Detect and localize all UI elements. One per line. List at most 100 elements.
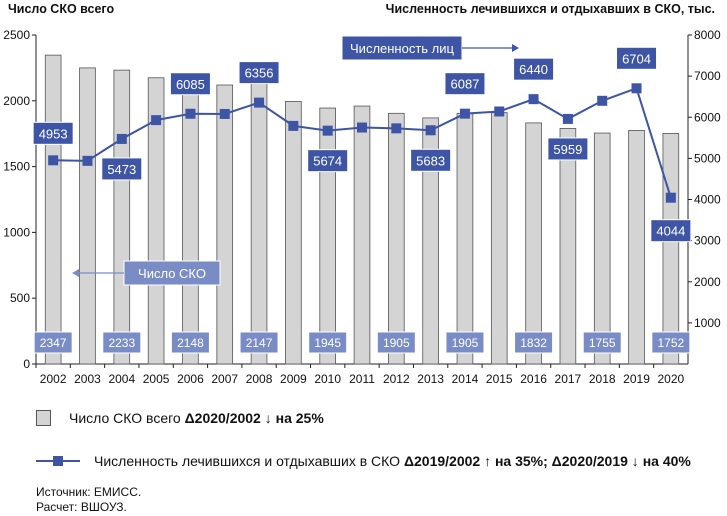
line-value-box xyxy=(650,219,692,243)
x-tick-label: 2018 xyxy=(589,372,616,386)
x-tick-label: 2016 xyxy=(520,372,547,386)
line-value-box xyxy=(547,137,589,161)
x-tick-label: 2010 xyxy=(314,372,341,386)
calc-note: Расчет: ВШОУЗ. xyxy=(36,500,127,514)
bar xyxy=(593,132,611,365)
left-tick-label: 0 xyxy=(23,357,30,371)
bar-value-label: 1752 xyxy=(657,336,684,350)
line-value-label: 5473 xyxy=(107,162,136,177)
bar-annotation-arrowhead xyxy=(72,269,79,277)
legend-line: Численность лечившихся и отдыхавших в СК… xyxy=(36,453,691,469)
bar-value-box xyxy=(651,331,691,354)
x-tick-label: 2007 xyxy=(211,372,238,386)
line-marker xyxy=(254,97,265,108)
legend-line-text: Численность лечившихся и отдыхавших в СК… xyxy=(94,453,401,469)
bar-value-label: 1832 xyxy=(520,336,547,350)
left-tick-label: 1500 xyxy=(3,160,30,174)
line-value-box xyxy=(238,61,280,85)
legend-bars: Число СКО всего Δ2020/2002 ↓ на 25% xyxy=(36,410,324,426)
line-value-box xyxy=(307,149,349,173)
line-marker xyxy=(631,83,642,94)
bar-annotation-label: Число СКО xyxy=(138,266,206,281)
bar-value-label: 1905 xyxy=(383,336,410,350)
line-value-box xyxy=(513,57,555,81)
line-marker xyxy=(322,125,333,136)
x-tick-label: 2008 xyxy=(246,372,273,386)
x-tick-label: 2014 xyxy=(452,372,479,386)
line-marker xyxy=(219,108,230,119)
right-tick-label: 4000 xyxy=(694,193,721,207)
right-tick-label: 8000 xyxy=(694,28,721,42)
bar xyxy=(456,112,474,365)
bar-value-label: 2347 xyxy=(40,336,67,350)
line-value-box xyxy=(410,148,452,172)
bar xyxy=(79,67,96,365)
bar xyxy=(147,77,165,365)
x-tick-label: 2019 xyxy=(623,372,650,386)
bar-annotation-box xyxy=(123,260,221,286)
line-value-label: 6356 xyxy=(245,66,274,81)
line-value-box xyxy=(616,46,658,70)
left-axis-title: Число СКО всего xyxy=(8,2,115,16)
line-value-label: 6440 xyxy=(519,62,548,77)
line-value-box xyxy=(169,72,211,96)
bar xyxy=(216,84,234,365)
bar xyxy=(559,128,577,365)
left-tick-label: 500 xyxy=(10,291,30,305)
line-annotation-label: Численность лиц xyxy=(350,41,455,56)
bar-value-box xyxy=(445,331,485,354)
bar-value-label: 1755 xyxy=(589,336,616,350)
bar xyxy=(422,117,439,365)
line-marker xyxy=(494,106,505,117)
bar-value-box xyxy=(514,331,554,354)
legend-bars-delta: Δ2020/2002 ↓ на 25% xyxy=(184,410,324,426)
x-tick-label: 2004 xyxy=(108,372,135,386)
bar xyxy=(250,81,268,365)
right-tick-label: 5000 xyxy=(694,151,721,165)
right-tick-label: 3000 xyxy=(694,234,721,248)
line-marker xyxy=(562,113,573,124)
line-marker xyxy=(48,155,59,166)
line-marker xyxy=(528,94,539,105)
line-annotation-arrowhead xyxy=(512,44,519,52)
line-marker xyxy=(597,95,608,106)
bar xyxy=(353,105,371,365)
bar xyxy=(525,122,542,365)
bar xyxy=(44,54,62,365)
bar-value-label: 2147 xyxy=(246,336,273,350)
x-tick-label: 2011 xyxy=(349,372,375,386)
line-marker xyxy=(82,155,93,166)
x-tick-label: 2020 xyxy=(657,372,684,386)
right-tick-label: 6000 xyxy=(694,110,721,124)
line-value-label: 4953 xyxy=(39,126,68,141)
left-tick-label: 2500 xyxy=(3,28,30,42)
line-value-label: 5674 xyxy=(313,154,342,169)
x-tick-label: 2017 xyxy=(555,372,582,386)
bar xyxy=(628,130,645,365)
source-note: Источник: ЕМИСС. xyxy=(36,485,142,499)
x-tick-label: 2005 xyxy=(143,372,170,386)
legend-bar-swatch xyxy=(36,410,51,426)
right-tick-label: 7000 xyxy=(694,69,721,83)
x-tick-label: 2006 xyxy=(177,372,204,386)
left-tick-label: 1000 xyxy=(3,225,30,239)
line-value-box xyxy=(444,72,486,96)
combo-chart: 0 500 1000 1500 2000 2500 1000 2000 3000 4000 5000… xyxy=(3,28,721,386)
line-marker xyxy=(425,125,436,136)
right-axis-title: Численность лечившихся и отдыхавших в СК… xyxy=(385,2,715,16)
line-marker xyxy=(151,115,162,126)
line-marker xyxy=(288,120,299,131)
line-value-label: 6087 xyxy=(450,77,479,92)
line-value-label: 6704 xyxy=(622,51,651,66)
left-tick-label: 2000 xyxy=(3,94,30,108)
legend-line-delta: Δ2019/2002 ↑ на 35%; Δ2020/2019 ↓ на 40% xyxy=(403,453,691,469)
line-marker xyxy=(185,108,196,119)
bar xyxy=(182,80,199,365)
bar-value-box xyxy=(170,331,210,354)
x-tick-label: 2013 xyxy=(417,372,444,386)
right-tick-label: 1000 xyxy=(694,316,721,330)
bar xyxy=(388,112,405,365)
bar xyxy=(319,107,336,365)
x-tick-label: 2012 xyxy=(383,372,410,386)
bar-value-box xyxy=(33,331,73,354)
